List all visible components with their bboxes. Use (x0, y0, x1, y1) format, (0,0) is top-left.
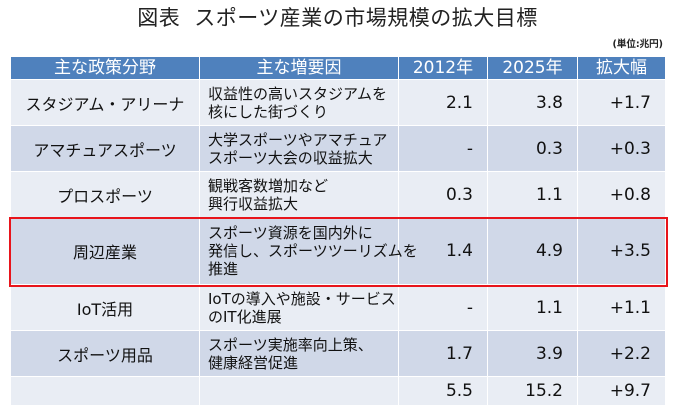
main-factor-cell: 観戦客数増加など 興行収益拡大 (199, 171, 399, 218)
unit-note: (単位:兆円) (612, 39, 663, 50)
market-size-table: 主な政策分野 主な増要因 2012年 2025年 拡大幅 スタジアム・アリーナ … (10, 56, 666, 406)
factor-line: スポーツ資源を国内外に (208, 224, 373, 242)
factor-line: スポーツ大会の収益拡大 (208, 148, 373, 167)
main-factor-cell: 収益性の高いスタジアムを 核にした街づくり (199, 79, 399, 126)
value-2012-cell: 1.7 (398, 330, 488, 377)
policy-field-cell: プロスポーツ (10, 171, 200, 218)
total-field-cell (10, 376, 200, 406)
table-header-row: 主な政策分野 主な増要因 2012年 2025年 拡大幅 (10, 56, 666, 80)
factor-line: 発信し、スポーツツーリズムを (208, 242, 418, 260)
main-factor-cell: IoTの導入や施設・サービス のIT化進展 (199, 284, 399, 331)
factor-line: IoTの導入や施設・サービス (208, 289, 396, 308)
policy-field-cell: 周辺産業 (10, 217, 200, 285)
value-2025-cell: 1.1 (487, 171, 578, 218)
policy-field-cell: アマチュアスポーツ (10, 125, 200, 172)
factor-line: 核にした街づくり (208, 102, 329, 121)
increase-cell: +0.8 (577, 171, 666, 218)
total-2012-cell: 5.5 (398, 376, 488, 406)
table-row: プロスポーツ 観戦客数増加など 興行収益拡大 0.3 1.1 +0.8 (10, 171, 666, 218)
table-row: スポーツ用品 スポーツ実施率向上策、 健康経営促進 1.7 3.9 +2.2 (10, 330, 666, 377)
figure-label: 図表 (137, 6, 181, 30)
increase-cell: +0.3 (577, 125, 666, 172)
value-2025-cell: 1.1 (487, 284, 578, 331)
header-main-factor: 主な増要因 (199, 56, 399, 80)
value-2012-cell: - (398, 284, 488, 331)
factor-line: スポーツ実施率向上策、 (208, 335, 373, 354)
increase-cell: +3.5 (577, 217, 666, 285)
factor-line: 推進 (208, 260, 239, 278)
value-2025-cell: 3.9 (487, 330, 578, 377)
table-row: アマチュアスポーツ 大学スポーツやアマチュア スポーツ大会の収益拡大 - 0.3… (10, 125, 666, 172)
value-2012-cell: 2.1 (398, 79, 488, 126)
value-2025-cell: 0.3 (487, 125, 578, 172)
total-row: 5.5 15.2 +9.7 (10, 376, 666, 406)
figure-title-text: スポーツ産業の市場規模の拡大目標 (194, 6, 538, 30)
increase-cell: +1.7 (577, 79, 666, 126)
value-2012-cell: - (398, 125, 488, 172)
value-2012-cell: 1.4 (398, 217, 488, 285)
factor-line: 収益性の高いスタジアムを (208, 84, 387, 103)
factor-line: 興行収益拡大 (208, 194, 299, 213)
figure-title: 図表 スポーツ産業の市場規模の拡大目標 (0, 4, 675, 32)
total-2025-cell: 15.2 (487, 376, 578, 406)
table-row: IoT活用 IoTの導入や施設・サービス のIT化進展 - 1.1 +1.1 (10, 284, 666, 331)
header-increase: 拡大幅 (577, 56, 666, 80)
main-factor-cell: スポーツ実施率向上策、 健康経営促進 (199, 330, 399, 377)
total-increase-cell: +9.7 (577, 376, 666, 406)
factor-line: 観戦客数増加など (208, 176, 329, 195)
header-policy-field: 主な政策分野 (10, 56, 200, 80)
table-row-highlighted: 周辺産業 スポーツ資源を国内外に 発信し、スポーツツーリズムを 推進 1.4 4… (10, 217, 666, 285)
value-2025-cell: 4.9 (487, 217, 578, 285)
policy-field-cell: スポーツ用品 (10, 330, 200, 377)
factor-line: のIT化進展 (208, 307, 282, 326)
main-factor-cell: 大学スポーツやアマチュア スポーツ大会の収益拡大 (199, 125, 399, 172)
total-factor-cell (199, 376, 399, 406)
increase-cell: +1.1 (577, 284, 666, 331)
factor-line: 大学スポーツやアマチュア (208, 130, 388, 149)
value-2025-cell: 3.8 (487, 79, 578, 126)
increase-cell: +2.2 (577, 330, 666, 377)
header-2025: 2025年 (487, 56, 578, 80)
header-2012: 2012年 (398, 56, 488, 80)
value-2012-cell: 0.3 (398, 171, 488, 218)
policy-field-cell: IoT活用 (10, 284, 200, 331)
policy-field-cell: スタジアム・アリーナ (10, 79, 200, 126)
main-factor-cell: スポーツ資源を国内外に 発信し、スポーツツーリズムを 推進 (199, 217, 418, 285)
table-row: スタジアム・アリーナ 収益性の高いスタジアムを 核にした街づくり 2.1 3.8… (10, 79, 666, 126)
factor-line: 健康経営促進 (208, 353, 299, 372)
